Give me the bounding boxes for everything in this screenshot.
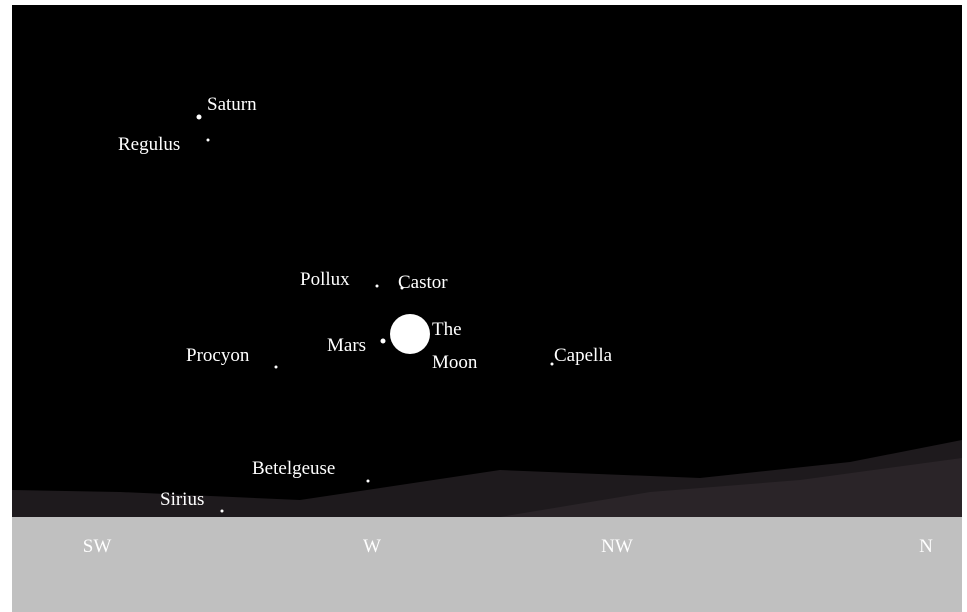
object-label: Sirius <box>160 483 204 516</box>
celestial-object <box>381 339 386 344</box>
celestial-object <box>221 510 224 513</box>
object-label: The Moon <box>432 313 492 379</box>
object-label: Mars <box>327 329 366 362</box>
celestial-object <box>207 139 210 142</box>
object-label: Betelgeuse <box>252 452 335 485</box>
object-label: Capella <box>554 339 612 372</box>
object-label: Saturn <box>207 88 257 121</box>
celestial-object <box>376 285 379 288</box>
compass-direction: W <box>363 536 381 558</box>
object-label: Pollux <box>300 263 350 296</box>
compass-direction: NW <box>601 536 633 558</box>
celestial-object <box>367 480 370 483</box>
sky-marks <box>0 0 967 612</box>
object-label: Regulus <box>118 128 180 161</box>
object-label: Procyon <box>186 339 249 372</box>
celestial-object <box>275 366 278 369</box>
compass-direction: N <box>919 536 933 558</box>
celestial-object <box>197 115 202 120</box>
sky-chart: Saturn Regulus Pollux Castor Mars The Moon Pro… <box>0 0 967 612</box>
object-label: Castor <box>398 266 448 299</box>
celestial-object <box>390 314 430 354</box>
compass-direction: SW <box>83 536 112 558</box>
